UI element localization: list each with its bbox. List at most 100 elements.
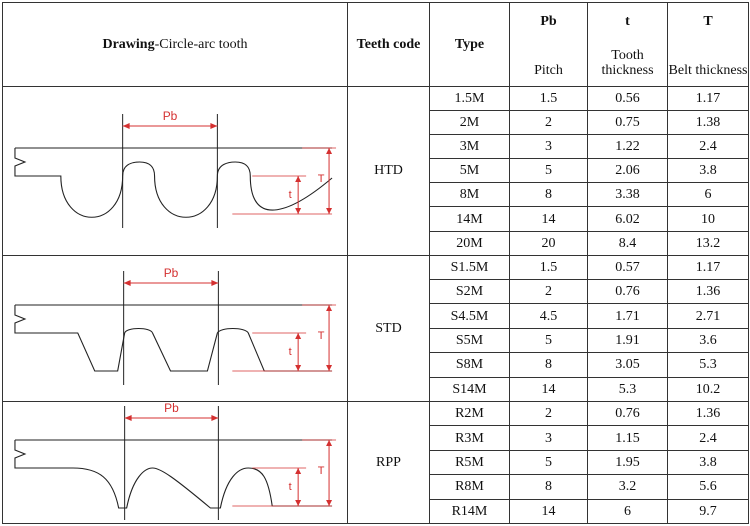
belt-outline <box>14 304 333 372</box>
belt-label: T <box>318 464 325 476</box>
type-cell: 5M <box>429 158 510 184</box>
belt-label: T <box>318 173 325 185</box>
header-drawing: Drawing-Circle-arc tooth <box>2 2 348 87</box>
pitch-cell: 4.5 <box>509 303 588 329</box>
header-belt-symbol: T <box>703 13 713 29</box>
tooth-label: t <box>289 189 292 201</box>
header-type: Type <box>429 2 510 87</box>
belt-thickness-cell: 1.36 <box>667 279 749 305</box>
pitch-cell: 2 <box>509 279 588 305</box>
header-tooth-symbol: t <box>625 13 630 29</box>
belt-thickness-cell: 6 <box>667 182 749 208</box>
pitch-cell: 3 <box>509 134 588 160</box>
tooth-thickness-cell: 1.22 <box>587 134 668 160</box>
tooth-thickness-cell: 8.4 <box>587 230 668 256</box>
belt-thickness-cell: 2.4 <box>667 425 749 451</box>
pitch-cell: 8 <box>509 474 588 500</box>
header-teeth-code: Teeth code <box>347 2 430 87</box>
belt-profile-drawing: Pb t T <box>14 266 337 386</box>
teeth-code-cell: HTD <box>347 86 430 256</box>
header-tooth-label: Tooth thickness <box>601 47 654 78</box>
drawing-cell-rpp: Pb t T <box>2 401 348 524</box>
belt-thickness-cell: 10.2 <box>667 376 749 403</box>
table-row: S8M 8 3.05 5.3 <box>3 352 749 378</box>
pitch-label: Pb <box>164 266 179 280</box>
header-pitch-label: Pitch <box>534 62 563 78</box>
belt-profile-group: Pb t T <box>14 266 337 386</box>
type-cell: R14M <box>429 498 510 525</box>
type-cell: R8M <box>429 474 510 500</box>
belt-outline <box>14 438 333 509</box>
table-row: Pb t T RPP R2M 2 0.76 1.36 <box>2 400 749 524</box>
type-cell: R3M <box>429 425 510 451</box>
pitch-cell: 14 <box>509 376 588 403</box>
header-tooth-thickness: t Tooth thickness <box>587 2 668 87</box>
belt-thickness-cell: 1.36 <box>667 400 749 427</box>
pitch-cell: 5 <box>509 158 588 184</box>
type-cell: S8M <box>429 352 510 378</box>
belt-thickness-cell: 3.8 <box>667 449 749 476</box>
table-row: 2M 2 0.75 1.38 <box>3 110 749 136</box>
belt-thickness-cell: 2.71 <box>667 303 749 329</box>
teeth-code-cell: RPP <box>347 401 430 524</box>
type-cell: 20M <box>429 230 510 256</box>
belt-thickness-cell: 10 <box>667 206 749 232</box>
pitch-cell: 3 <box>509 425 588 451</box>
pitch-cell: 1.5 <box>509 85 588 112</box>
pitch-cell: 5 <box>509 449 588 476</box>
table-row: S4.5M 4.5 1.71 2.71 <box>3 303 749 329</box>
type-cell: S1.5M <box>429 254 510 281</box>
table-row: Pb t T STD S1.5M 1.5 0.57 1.17 <box>2 254 749 403</box>
tooth-thickness-cell: 6 <box>587 498 668 525</box>
table-row: 3M 3 1.22 2.4 <box>3 134 749 160</box>
belt-thickness-cell: 1.17 <box>667 85 749 112</box>
header-belt-thickness: T Belt thickness <box>667 2 749 87</box>
belt-thickness-cell: 3.8 <box>667 158 749 184</box>
belt-thickness-cell: 3.6 <box>667 327 749 354</box>
tooth-thickness-cell: 0.56 <box>587 85 668 112</box>
tooth-thickness-cell: 1.91 <box>587 327 668 354</box>
tooth-thickness-cell: 0.76 <box>587 400 668 427</box>
type-cell: R2M <box>429 400 510 427</box>
belt-profile-drawing: Pb t T <box>14 403 337 520</box>
tooth-thickness-cell: 3.05 <box>587 352 668 378</box>
tooth-thickness-cell: 3.38 <box>587 182 668 208</box>
table-row: S5M 5 1.91 3.6 <box>3 327 749 354</box>
tooth-thickness-cell: 1.71 <box>587 303 668 329</box>
pitch-cell: 14 <box>509 206 588 232</box>
pitch-cell: 2 <box>509 400 588 427</box>
tooth-thickness-cell: 6.02 <box>587 206 668 232</box>
pitch-cell: 8 <box>509 182 588 208</box>
type-cell: 3M <box>429 134 510 160</box>
belt-thickness-cell: 2.4 <box>667 134 749 160</box>
pitch-cell: 2 <box>509 110 588 136</box>
drawing-cell-htd: Pb t T <box>2 86 348 256</box>
drawing-wrapper: Pb t T <box>3 256 347 400</box>
tooth-thickness-cell: 1.95 <box>587 449 668 476</box>
table-row: S14M 14 5.3 10.2 <box>3 376 749 403</box>
header-pitch-symbol: Pb <box>540 13 557 29</box>
belt-profile-drawing: Pb t T <box>14 109 337 228</box>
belt-outline <box>14 147 333 218</box>
type-cell: 14M <box>429 206 510 232</box>
belt-thickness-cell: 1.17 <box>667 254 749 281</box>
tooth-thickness-cell: 0.76 <box>587 279 668 305</box>
table-row: 14M 14 6.02 10 <box>3 206 749 232</box>
header-pitch: Pb Pitch <box>509 2 588 87</box>
pitch-cell: 14 <box>509 498 588 525</box>
type-cell: 2M <box>429 110 510 136</box>
tooth-label: t <box>289 346 292 358</box>
tooth-thickness-cell: 2.06 <box>587 158 668 184</box>
type-cell: S14M <box>429 376 510 403</box>
tooth-thickness-cell: 0.75 <box>587 110 668 136</box>
belt-profile-group: Pb t T <box>14 109 337 228</box>
type-cell: S5M <box>429 327 510 354</box>
belt-thickness-cell: 5.3 <box>667 352 749 378</box>
tooth-thickness-cell: 1.15 <box>587 425 668 451</box>
tooth-thickness-cell: 3.2 <box>587 474 668 500</box>
belt-label: T <box>318 330 325 342</box>
table-row: R14M 14 6 9.7 <box>3 498 749 525</box>
pitch-cell: 8 <box>509 352 588 378</box>
